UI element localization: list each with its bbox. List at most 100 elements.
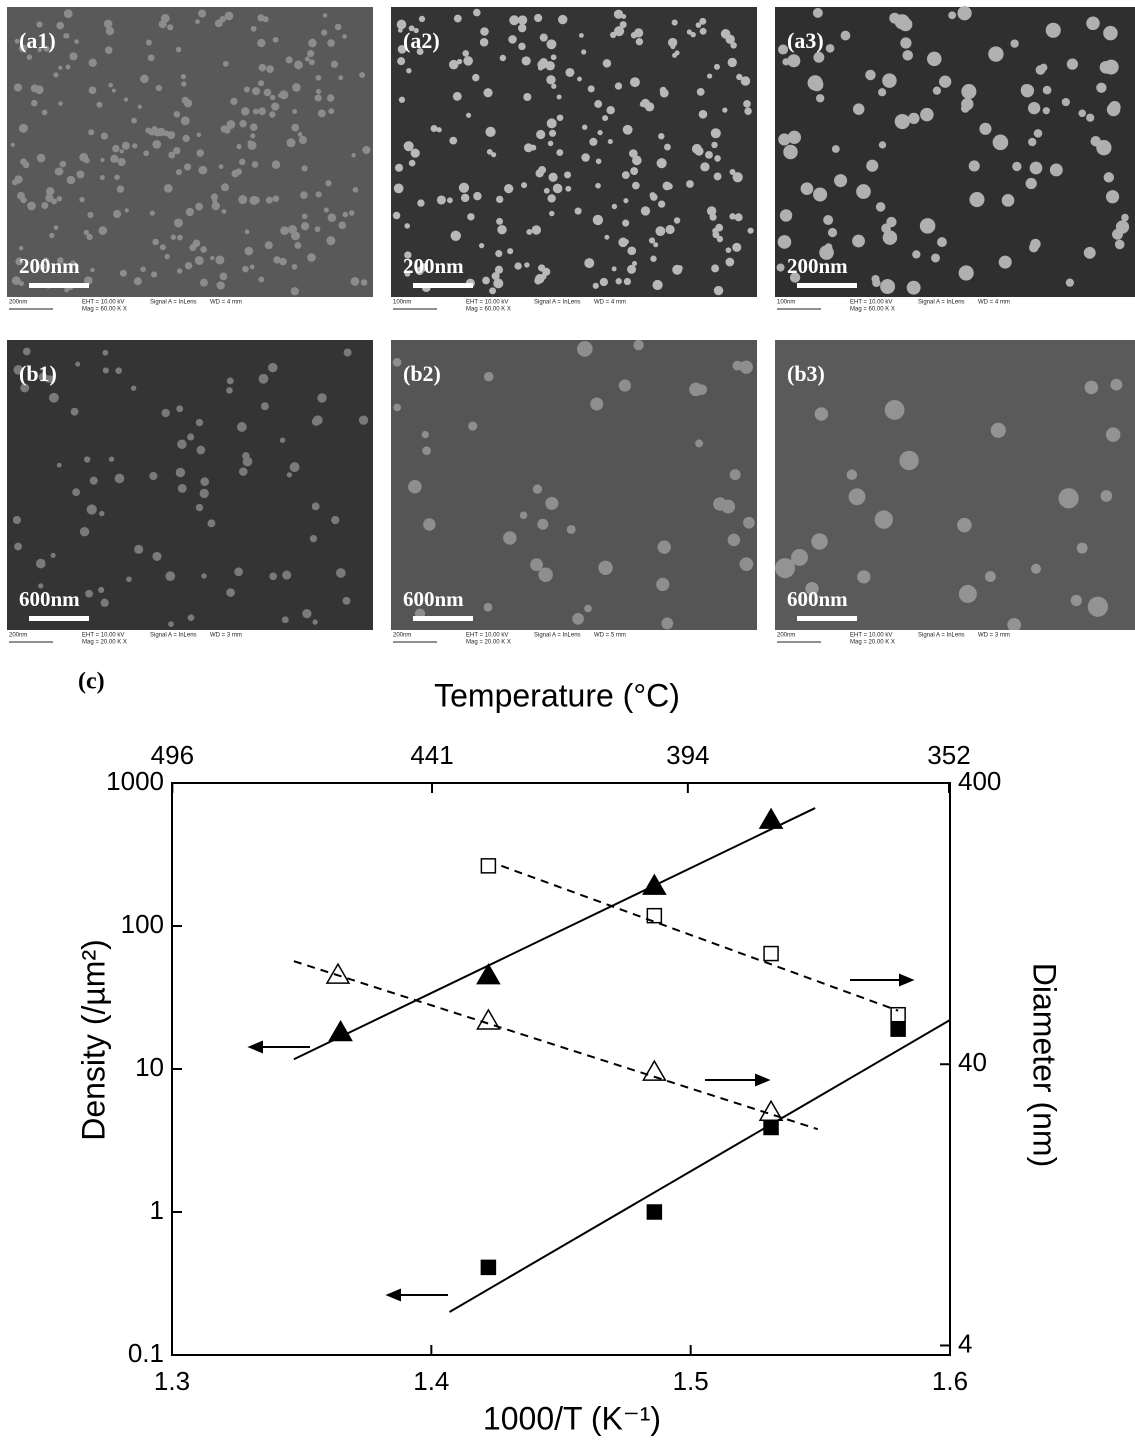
sem-image <box>7 340 373 630</box>
info-text: EHT = 10.00 kV <box>466 633 508 639</box>
particle <box>633 339 644 351</box>
particle <box>587 85 595 93</box>
particle <box>639 101 646 107</box>
particle <box>185 207 195 217</box>
particle <box>1076 542 1088 554</box>
particle <box>291 263 298 270</box>
particle <box>36 21 43 28</box>
particle <box>14 175 23 184</box>
particle <box>1121 213 1129 222</box>
particle <box>979 122 992 135</box>
particle <box>269 111 276 118</box>
info-text: Signal A = InLens <box>534 633 581 639</box>
particle <box>1083 246 1096 259</box>
particle <box>614 82 623 90</box>
particle <box>342 211 349 218</box>
particle <box>301 213 308 220</box>
particle <box>597 129 603 136</box>
particle <box>161 408 170 418</box>
particle <box>1012 161 1022 172</box>
particle <box>813 187 828 202</box>
particle <box>667 37 678 48</box>
particle <box>75 361 81 367</box>
particle <box>900 37 912 49</box>
particle <box>485 126 496 138</box>
particle <box>282 570 292 580</box>
particle <box>132 143 138 149</box>
particle <box>258 373 269 384</box>
particle <box>158 20 167 29</box>
particle <box>211 201 220 211</box>
particle <box>113 209 122 218</box>
particle <box>12 515 21 525</box>
particle <box>814 407 829 421</box>
particle <box>10 142 15 147</box>
particle <box>984 571 996 583</box>
particle <box>957 6 972 21</box>
particle <box>251 161 259 168</box>
particle <box>137 104 142 109</box>
particle <box>239 120 247 128</box>
particle <box>722 107 728 113</box>
particle <box>607 139 613 145</box>
particle <box>392 211 401 220</box>
particle <box>196 132 202 138</box>
particle <box>1103 59 1119 75</box>
particle <box>70 260 77 267</box>
particle <box>221 183 230 192</box>
arrows <box>247 973 915 1302</box>
particle <box>800 182 814 196</box>
particle <box>358 415 369 425</box>
particle <box>423 518 436 531</box>
particle <box>281 616 289 624</box>
particle <box>87 211 94 218</box>
particle <box>1035 65 1046 75</box>
scale-bar <box>797 283 857 288</box>
particle <box>551 83 557 89</box>
particle <box>415 266 424 276</box>
particle <box>453 14 462 23</box>
particle <box>478 242 485 249</box>
particle <box>729 58 736 65</box>
particle <box>713 172 722 181</box>
particle <box>117 157 126 167</box>
particle <box>1001 194 1015 207</box>
particle <box>960 104 970 113</box>
info-text: WD = 5 mm <box>594 633 626 639</box>
info-text: Mag = 20.00 K X <box>466 640 511 646</box>
particle <box>483 88 493 98</box>
particle <box>458 182 470 193</box>
point <box>642 1059 667 1081</box>
particle <box>968 160 980 172</box>
particle <box>150 271 158 278</box>
particle <box>199 278 208 287</box>
particle <box>258 80 265 87</box>
particle <box>543 187 550 194</box>
particle <box>852 234 865 248</box>
particle <box>504 183 514 194</box>
particle <box>584 604 592 613</box>
particle <box>518 42 526 51</box>
particle <box>280 226 289 236</box>
plot-frame <box>171 782 951 1356</box>
info-strip <box>391 630 757 651</box>
point <box>646 1204 663 1220</box>
particle <box>196 445 206 455</box>
particle <box>538 165 547 174</box>
particle <box>696 384 708 395</box>
particle <box>182 134 190 143</box>
particle <box>226 377 234 385</box>
particle <box>392 357 402 367</box>
particle <box>279 257 287 266</box>
particle <box>577 76 582 82</box>
particle <box>871 274 880 284</box>
particle <box>747 227 754 234</box>
particle <box>592 214 604 226</box>
particle <box>393 403 402 412</box>
particle <box>279 90 289 100</box>
particle <box>524 262 530 268</box>
particle <box>312 619 318 625</box>
